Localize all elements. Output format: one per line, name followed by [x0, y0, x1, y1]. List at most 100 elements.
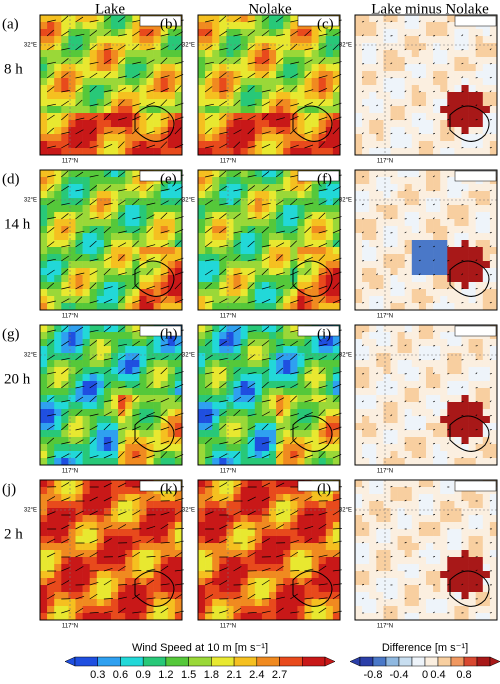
wind-arrow	[160, 230, 170, 234]
map-cell	[233, 247, 241, 255]
map-cell	[475, 29, 484, 37]
map-cell	[482, 127, 491, 135]
wind-arrow	[75, 427, 85, 431]
map-cell	[261, 303, 270, 311]
map-cell	[146, 346, 154, 354]
map-cell	[283, 381, 291, 389]
map-cell	[174, 92, 183, 100]
map-cell	[290, 78, 298, 86]
map-cell	[283, 402, 291, 410]
map-cell	[254, 261, 263, 269]
map-cell	[219, 22, 227, 30]
map-cell	[54, 480, 62, 488]
map-cell	[297, 402, 305, 410]
wind-arrow	[304, 89, 314, 93]
map-cell	[325, 43, 334, 51]
wind-arrow	[132, 228, 141, 234]
map-cell	[54, 395, 62, 403]
wind-arrow	[304, 369, 313, 375]
map-cell	[304, 240, 312, 248]
map-cell	[376, 29, 384, 37]
map-cell	[82, 430, 90, 438]
map-cell	[426, 50, 434, 58]
map-cell	[383, 198, 391, 206]
map-cell	[82, 339, 90, 347]
map-cell	[40, 106, 48, 114]
map-cell	[82, 325, 90, 333]
map-cell	[318, 71, 327, 79]
map-cell	[404, 233, 413, 241]
map-cell	[362, 444, 370, 452]
map-cell	[411, 170, 420, 178]
map-cell	[233, 120, 241, 128]
map-cell	[132, 578, 140, 586]
map-cell	[261, 247, 270, 255]
map-cell	[153, 613, 161, 621]
wind-arrow	[132, 413, 142, 417]
map-cell	[219, 177, 227, 185]
wind-arrow	[276, 272, 285, 276]
map-cell	[132, 275, 140, 283]
map-cell	[404, 289, 413, 297]
map-cell	[82, 43, 90, 51]
map-cell	[297, 423, 305, 431]
map-cell	[61, 480, 69, 488]
map-cell	[475, 458, 484, 466]
map-cell	[89, 205, 98, 213]
map-cell	[332, 134, 341, 142]
map-cell	[397, 191, 405, 199]
map-cell	[311, 92, 319, 100]
map-cell	[376, 15, 384, 23]
map-cell	[146, 458, 154, 466]
map-cell	[118, 289, 126, 297]
map-cell	[418, 177, 427, 185]
map-cell	[219, 261, 227, 269]
map-cell	[440, 381, 448, 389]
map-cell	[47, 444, 55, 452]
wind-arrow	[447, 386, 450, 389]
map-cell	[447, 64, 455, 72]
map-cell	[269, 113, 277, 121]
map-cell	[475, 247, 484, 255]
map-cell	[426, 367, 434, 375]
map-cell	[325, 247, 334, 255]
wind-arrow	[247, 354, 256, 361]
map-cell	[461, 36, 469, 44]
map-cell	[233, 303, 241, 311]
wind-arrow	[390, 146, 393, 149]
column-title: Nolake	[248, 1, 292, 17]
wind-arrow	[461, 104, 464, 107]
map-cell	[404, 99, 413, 107]
wind-arrow	[132, 85, 139, 93]
map-cell	[318, 381, 327, 389]
map-cell	[369, 233, 377, 241]
map-cell	[290, 275, 298, 283]
map-cell	[304, 395, 312, 403]
map-cell	[325, 430, 334, 438]
map-cell	[118, 303, 126, 311]
map-cell	[247, 57, 256, 65]
map-cell	[283, 85, 291, 93]
map-cell	[139, 585, 147, 593]
map-cell	[418, 458, 427, 466]
wind-arrow	[132, 174, 142, 178]
map-cell	[240, 64, 248, 72]
map-cell	[247, 353, 256, 361]
map-cell	[118, 219, 126, 227]
map-cell	[40, 303, 48, 311]
map-cell	[205, 71, 213, 79]
map-cell	[111, 205, 119, 213]
map-cell	[390, 451, 398, 459]
map-cell	[233, 416, 241, 424]
map-cell	[167, 198, 176, 206]
map-cell	[390, 353, 398, 361]
map-cell	[54, 571, 62, 579]
map-cell	[54, 29, 62, 37]
map-cell	[167, 254, 176, 262]
map-cell	[468, 339, 476, 347]
map-cell	[40, 529, 48, 537]
map-cell	[397, 303, 405, 311]
map-cell	[397, 71, 405, 79]
map-cell	[103, 148, 112, 156]
panel-frame	[197, 169, 341, 311]
